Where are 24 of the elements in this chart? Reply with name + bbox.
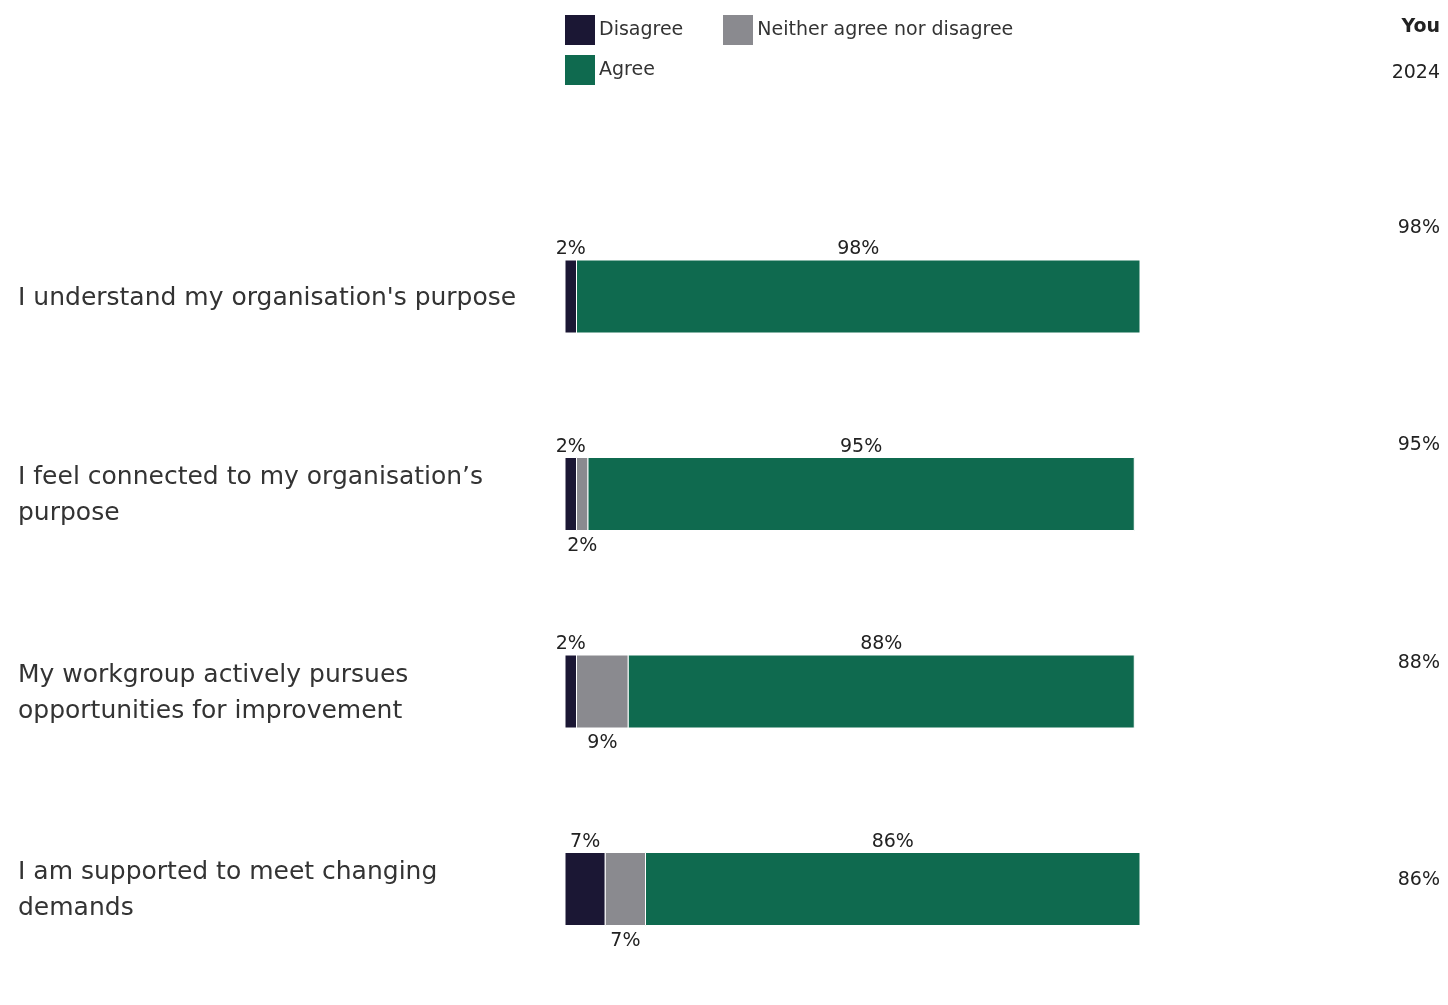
data-label: 2% bbox=[555, 236, 586, 258]
y-tick-label: I feel connected to my organisation’s purpose bbox=[17, 460, 485, 529]
legend-label: Neither agree nor disagree bbox=[757, 17, 1014, 39]
data-label: 2% bbox=[555, 631, 586, 653]
legend-label: Disagree bbox=[599, 17, 684, 39]
data-label: 2% bbox=[555, 433, 586, 456]
text: You bbox=[1401, 14, 1440, 36]
y-tick-label: I understand my organisation's purpose bbox=[17, 280, 518, 313]
text: 2024 bbox=[1391, 60, 1440, 82]
data-label: 86% bbox=[871, 828, 914, 851]
data-label: 7% bbox=[610, 927, 641, 950]
text: 88% bbox=[1397, 649, 1440, 672]
text: 95% bbox=[1397, 432, 1440, 455]
legend-label: Agree bbox=[599, 57, 655, 79]
data-label: 98% bbox=[837, 236, 880, 258]
data-label: 95% bbox=[840, 433, 883, 456]
y-tick-label: My workgroup actively pursues opportunities for improvement bbox=[17, 657, 410, 726]
text: 98% bbox=[1397, 214, 1440, 237]
data-label: 9% bbox=[587, 730, 618, 752]
data-label: 88% bbox=[860, 631, 903, 653]
text: 86% bbox=[1397, 867, 1440, 890]
y-tick-label: I am supported to meet changing demands bbox=[17, 855, 439, 924]
data-label: 2% bbox=[567, 532, 598, 555]
data-label: 7% bbox=[570, 828, 601, 851]
